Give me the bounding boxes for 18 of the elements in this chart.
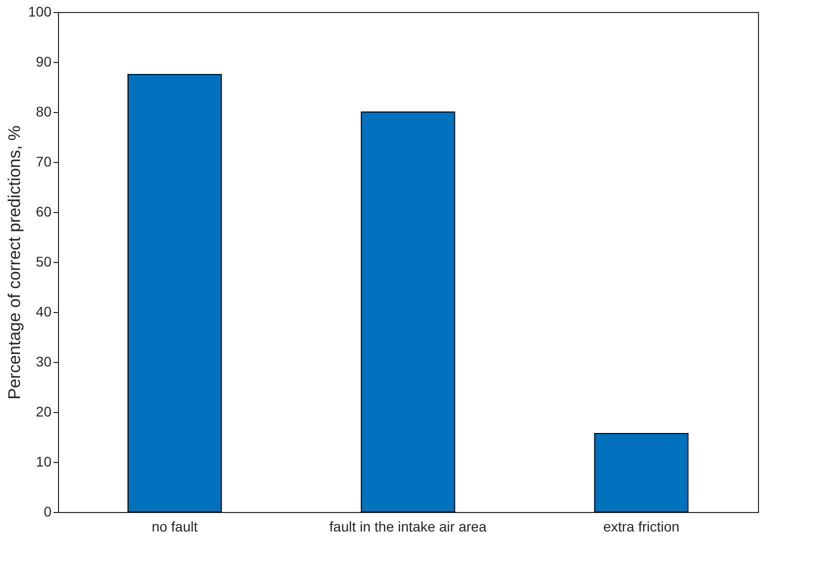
bar: [594, 433, 688, 512]
y-tick-label: 30: [36, 354, 52, 370]
x-tick-label: fault in the intake air area: [329, 518, 487, 534]
y-tick-label: 10: [36, 454, 52, 470]
x-tick-label: extra friction: [603, 518, 680, 534]
x-tick-label: no fault: [152, 518, 198, 534]
y-tick-label: 60: [36, 204, 52, 220]
bar: [360, 112, 456, 512]
y-tick-label: 80: [36, 104, 52, 120]
y-tick-label: 40: [36, 304, 52, 320]
y-tick-label: 100: [28, 4, 52, 20]
y-tick-label: 20: [36, 404, 52, 420]
y-axis-title: Percentage of correct predictions, %: [5, 125, 24, 400]
y-tick-label: 90: [36, 54, 52, 70]
y-tick-label: 0: [44, 504, 52, 520]
y-tick-label: 70: [36, 154, 52, 170]
y-tick-label: 50: [36, 254, 52, 270]
bar: [128, 74, 222, 512]
